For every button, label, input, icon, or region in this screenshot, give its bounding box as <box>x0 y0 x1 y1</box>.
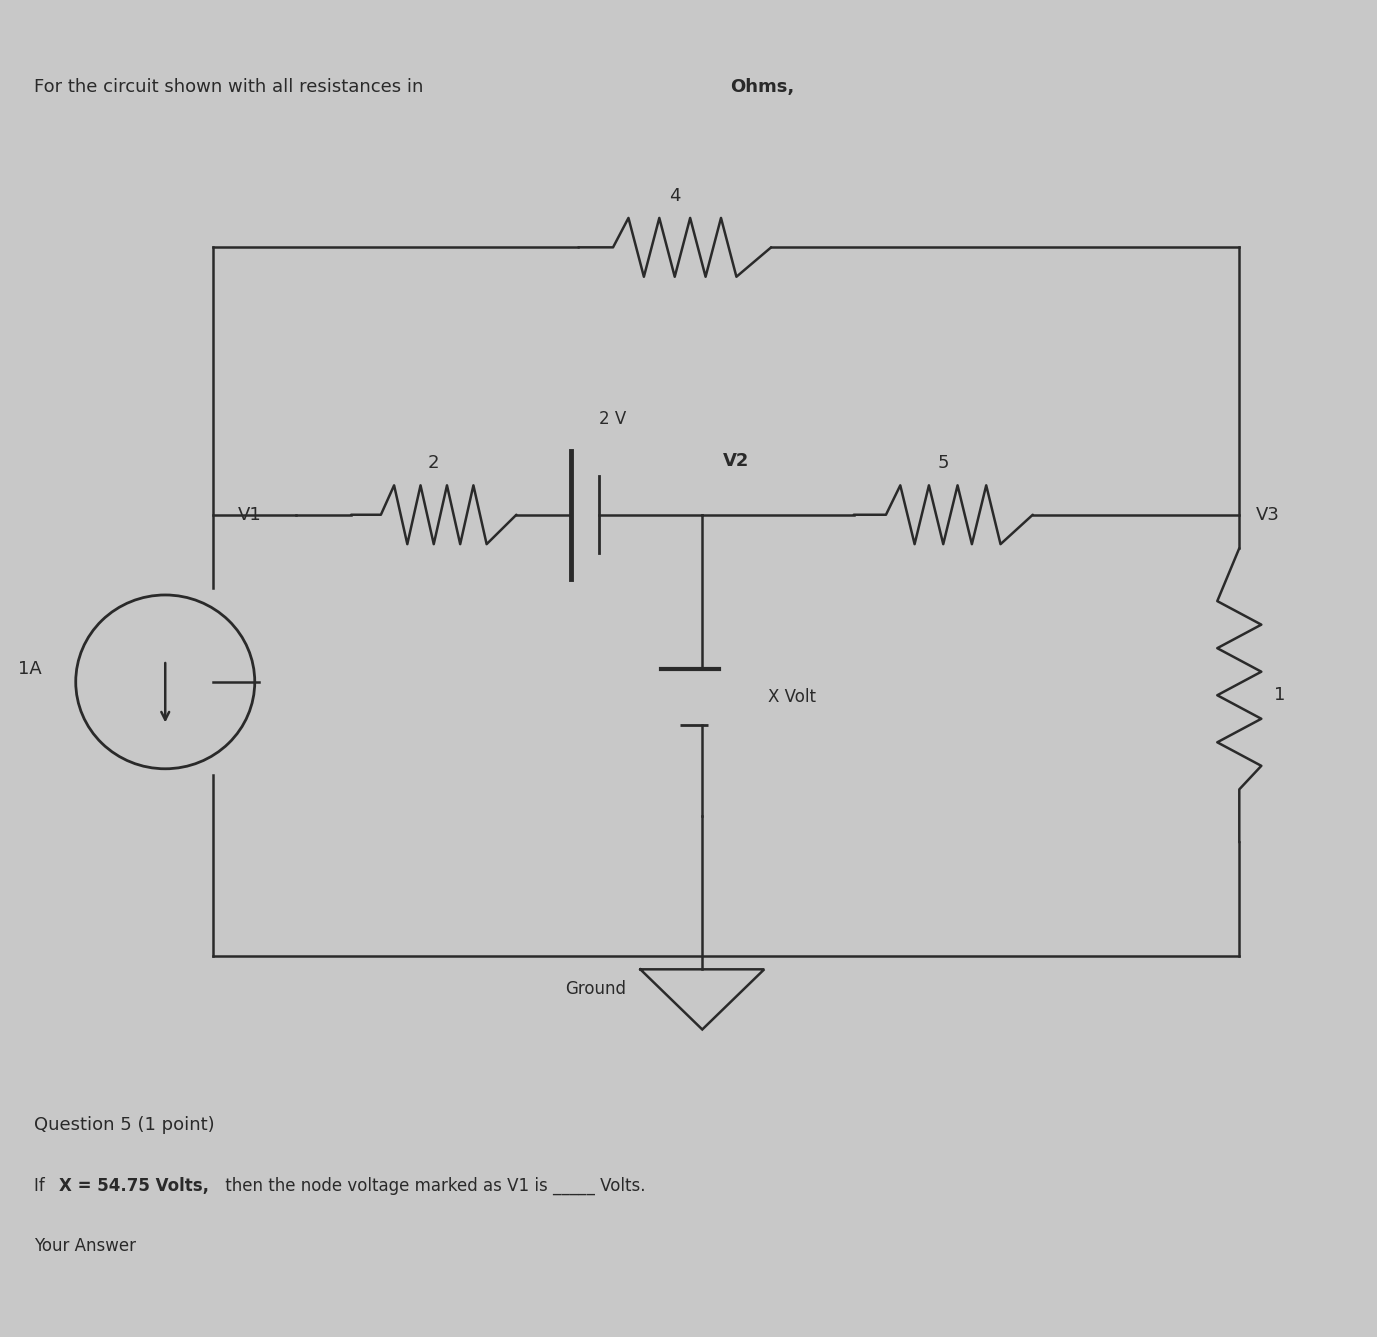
Text: V3: V3 <box>1256 505 1279 524</box>
Text: 4: 4 <box>669 187 680 205</box>
Text: 1A: 1A <box>18 659 41 678</box>
Text: then the node voltage marked as V1 is _____ Volts.: then the node voltage marked as V1 is __… <box>220 1177 646 1195</box>
Text: Ohms,: Ohms, <box>730 78 795 96</box>
Text: For the circuit shown with all resistances in: For the circuit shown with all resistanc… <box>34 78 430 96</box>
Text: X Volt: X Volt <box>768 687 817 706</box>
Text: V1: V1 <box>238 505 262 524</box>
Text: 5: 5 <box>938 455 949 472</box>
Text: Question 5 (1 point): Question 5 (1 point) <box>34 1116 215 1134</box>
Text: Your Answer: Your Answer <box>34 1237 136 1254</box>
Text: V2: V2 <box>723 452 749 471</box>
Text: 2: 2 <box>428 455 439 472</box>
Text: Ground: Ground <box>566 980 627 999</box>
Text: 1: 1 <box>1274 686 1285 705</box>
Text: If: If <box>34 1177 51 1194</box>
Text: X = 54.75 Volts,: X = 54.75 Volts, <box>59 1177 209 1194</box>
Text: 2 V: 2 V <box>599 410 627 428</box>
